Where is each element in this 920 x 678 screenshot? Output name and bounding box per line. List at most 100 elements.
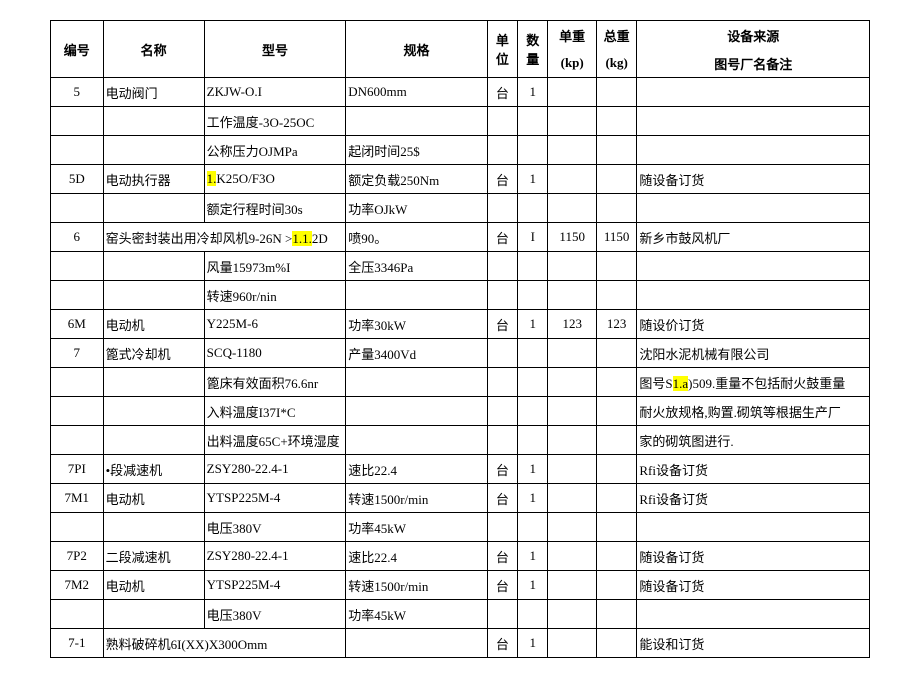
cell-qty: 1 xyxy=(518,629,548,658)
cell-qty: 1 xyxy=(518,165,548,194)
cell-name: 电动执行器 xyxy=(103,165,204,194)
table-row: 5电动阀门ZKJW-O.IDN600mm台1 xyxy=(51,78,870,107)
cell-unit xyxy=(487,426,517,455)
cell-unit: 台 xyxy=(487,571,517,600)
cell-spec: 功率OJkW xyxy=(346,194,488,223)
cell-src xyxy=(637,252,870,281)
cell-model: 1.K25O/F3O xyxy=(204,165,346,194)
cell-spec: 全压3346Pa xyxy=(346,252,488,281)
cell-model: 出料温度65C+环境湿度 xyxy=(204,426,346,455)
cell-model: ZSY280-22.4-1 xyxy=(204,455,346,484)
cell-tw xyxy=(596,368,636,397)
cell-src: 能设和订货 xyxy=(637,629,870,658)
cell-model: YTSP225M-4 xyxy=(204,571,346,600)
cell-unit: 台 xyxy=(487,484,517,513)
cell-unit: 台 xyxy=(487,223,517,252)
cell-tw xyxy=(596,281,636,310)
cell-qty xyxy=(518,136,548,165)
hdr-uw-sub: (kp) xyxy=(548,49,597,78)
table-row: 公称压力OJMPa起闭时间25$ xyxy=(51,136,870,165)
cell-tw xyxy=(596,600,636,629)
cell-spec xyxy=(346,397,488,426)
cell-model: 电压380V xyxy=(204,513,346,542)
cell-src: 随设价订货 xyxy=(637,310,870,339)
cell-src: 随设备订货 xyxy=(637,165,870,194)
cell-spec: 额定负载250Nm xyxy=(346,165,488,194)
cell-spec: 功率45kW xyxy=(346,513,488,542)
hdr-unit: 单位 xyxy=(487,21,517,78)
table-row: 6M电动机Y225M-6功率30kW台1123123随设价订货 xyxy=(51,310,870,339)
cell-name xyxy=(103,600,204,629)
cell-model: YTSP225M-4 xyxy=(204,484,346,513)
cell-uw: 123 xyxy=(548,310,597,339)
cell-id: 7P2 xyxy=(51,542,104,571)
cell-name xyxy=(103,368,204,397)
cell-name xyxy=(103,426,204,455)
cell-qty: I xyxy=(518,223,548,252)
table-row: 篦床有效面积76.6nr图号S1.a)509.重量不包括耐火鼓重量 xyxy=(51,368,870,397)
hdr-spec: 规格 xyxy=(346,21,488,78)
cell-src: 耐火放规格,购置.砌筑等根据生产厂 xyxy=(637,397,870,426)
cell-unit xyxy=(487,600,517,629)
cell-name: 电动机 xyxy=(103,571,204,600)
cell-tw xyxy=(596,107,636,136)
cell-uw xyxy=(548,397,597,426)
cell-uw xyxy=(548,571,597,600)
cell-id: 7 xyxy=(51,339,104,368)
cell-src: Rfi设备订货 xyxy=(637,484,870,513)
cell-spec: 功率30kW xyxy=(346,310,488,339)
table-row: 额定行程时间30s功率OJkW xyxy=(51,194,870,223)
cell-spec: 转速1500r/min xyxy=(346,571,488,600)
cell-spec: 喷90。 xyxy=(346,223,488,252)
cell-id: 6M xyxy=(51,310,104,339)
cell-name xyxy=(103,107,204,136)
cell-uw xyxy=(548,281,597,310)
cell-id: 5 xyxy=(51,78,104,107)
cell-qty: 1 xyxy=(518,571,548,600)
cell-name xyxy=(103,194,204,223)
table-row: 工作温度-3O-25OC xyxy=(51,107,870,136)
cell-uw xyxy=(548,513,597,542)
cell-name xyxy=(103,513,204,542)
cell-tw: 123 xyxy=(596,310,636,339)
cell-model: 转速960r/nin xyxy=(204,281,346,310)
cell-name: 电动阀门 xyxy=(103,78,204,107)
cell-qty xyxy=(518,339,548,368)
cell-tw xyxy=(596,78,636,107)
cell-id: 5D xyxy=(51,165,104,194)
cell-qty: 1 xyxy=(518,542,548,571)
cell-spec: 产量3400Vd xyxy=(346,339,488,368)
cell-spec: 转速1500r/min xyxy=(346,484,488,513)
cell-spec: DN600mm xyxy=(346,78,488,107)
cell-qty xyxy=(518,281,548,310)
cell-qty xyxy=(518,397,548,426)
hdr-uw: 单重 xyxy=(548,21,597,50)
cell-model: SCQ-1180 xyxy=(204,339,346,368)
cell-qty: 1 xyxy=(518,484,548,513)
table-row: 7M1电动机YTSP225M-4转速1500r/min台1Rfi设备订货 xyxy=(51,484,870,513)
cell-unit: 台 xyxy=(487,165,517,194)
cell-id xyxy=(51,194,104,223)
table-row: 7篦式冷却机SCQ-1180产量3400Vd沈阳水泥机械有限公司 xyxy=(51,339,870,368)
cell-src xyxy=(637,281,870,310)
cell-id: 7PI xyxy=(51,455,104,484)
cell-name xyxy=(103,281,204,310)
cell-unit xyxy=(487,136,517,165)
cell-qty xyxy=(518,368,548,397)
cell-spec: 起闭时间25$ xyxy=(346,136,488,165)
cell-src: 随设备订货 xyxy=(637,542,870,571)
cell-qty xyxy=(518,513,548,542)
cell-id xyxy=(51,252,104,281)
cell-name xyxy=(103,136,204,165)
table-row: 电压380V功率45kW xyxy=(51,600,870,629)
cell-src: 图号S1.a)509.重量不包括耐火鼓重量 xyxy=(637,368,870,397)
cell-spec xyxy=(346,281,488,310)
cell-tw xyxy=(596,484,636,513)
cell-src: 随设备订货 xyxy=(637,571,870,600)
cell-id xyxy=(51,107,104,136)
table-row: 转速960r/nin xyxy=(51,281,870,310)
cell-tw xyxy=(596,136,636,165)
cell-unit: 台 xyxy=(487,455,517,484)
table-row: 7-1熟料破碎机6I(XX)X300Omm台1能设和订货 xyxy=(51,629,870,658)
cell-src: 家的砌筑图进行. xyxy=(637,426,870,455)
